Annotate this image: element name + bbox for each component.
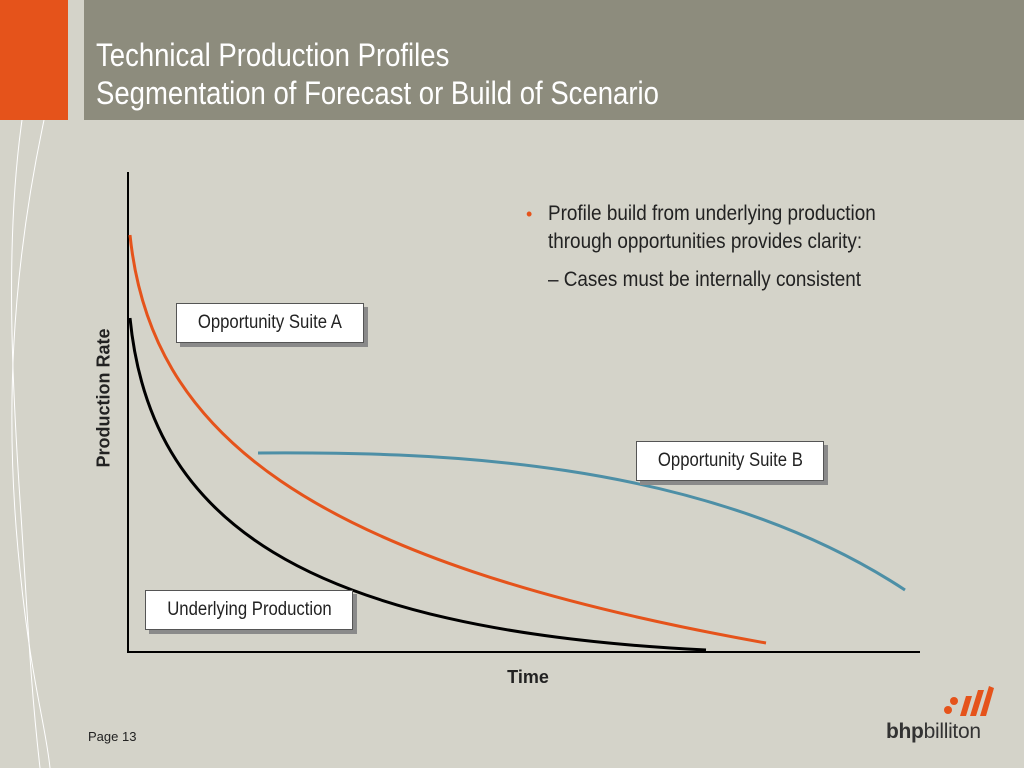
underlying-production-label: Underlying Production	[145, 590, 353, 630]
page-number: Page 13	[88, 729, 137, 744]
title-line-1: Technical Production Profiles	[96, 37, 450, 73]
bullet-text: Profile build from underlying production…	[548, 202, 876, 253]
logo-text-rest: billiton	[923, 720, 981, 743]
suite-a-curve	[128, 234, 767, 645]
opportunity-suite-a-label: Opportunity Suite A	[176, 303, 364, 343]
x-axis-label: Time	[507, 667, 549, 687]
sub-bullet-text: – Cases must be internally consistent	[548, 268, 862, 291]
opportunity-suite-b-text: Opportunity Suite B	[657, 450, 803, 471]
underlying-production-curve	[128, 317, 707, 652]
y-axis-label: Production Rate	[93, 328, 114, 468]
suite-b-curve	[257, 451, 906, 592]
accent-bar	[0, 0, 68, 120]
logo-text-bold: bhp	[886, 720, 924, 743]
bullet-list: • Profile build from underlying producti…	[526, 200, 946, 294]
logo-text: bhpbilliton	[886, 720, 981, 744]
bullet-item: • Profile build from underlying producti…	[526, 200, 946, 256]
sub-bullet-item: – Cases must be internally consistent	[526, 266, 946, 294]
opportunity-suite-b-label: Opportunity Suite B	[636, 441, 824, 481]
bullet-dot-icon: •	[526, 204, 533, 224]
title-bar	[84, 0, 1024, 120]
title-line-2: Segmentation of Forecast or Build of Sce…	[96, 75, 659, 111]
logo-mark-icon	[944, 686, 994, 716]
company-logo: bhpbilliton	[886, 684, 996, 750]
decorative-lines	[11, 120, 51, 768]
opportunity-suite-a-text: Opportunity Suite A	[197, 312, 343, 333]
underlying-production-text: Underlying Production	[166, 599, 332, 620]
